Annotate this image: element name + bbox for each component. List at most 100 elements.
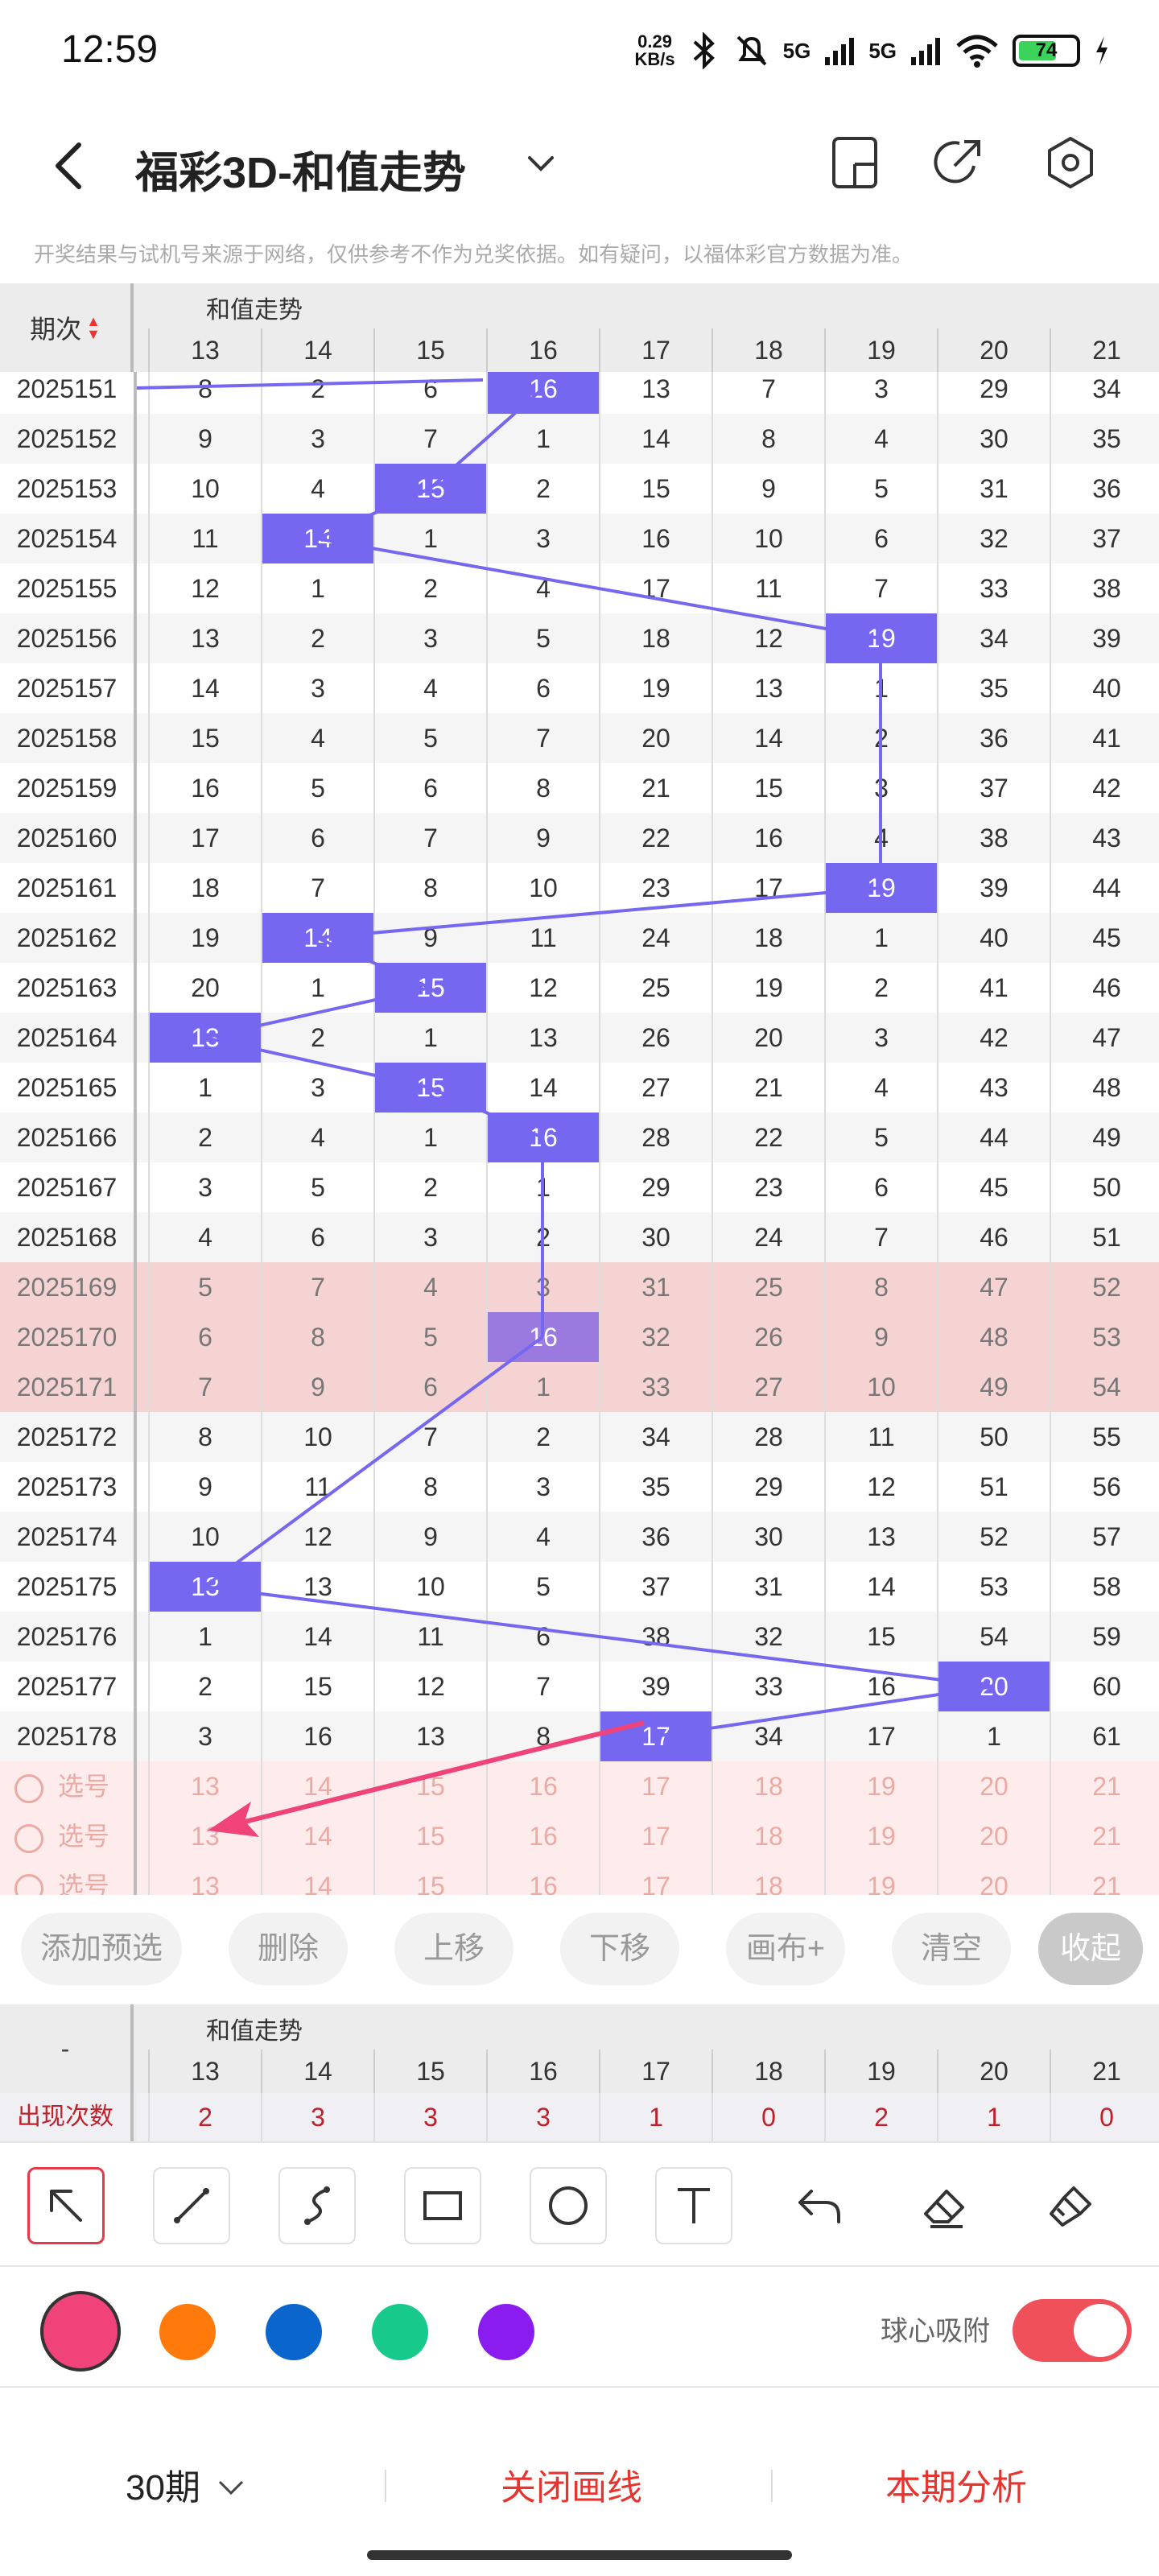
table-row[interactable]: 2025163 20 1 15 12 25 19 2 41 46 — [0, 963, 1159, 1013]
pick-row[interactable]: 选号 13 14 15 16 17 18 19 20 21 — [0, 1761, 1159, 1811]
column-header: 16 — [486, 328, 599, 372]
undo-button[interactable] — [781, 2167, 858, 2244]
pick-cell[interactable]: 19 — [824, 1761, 937, 1811]
pick-cell[interactable]: 19 — [824, 1861, 937, 1895]
pick-cell[interactable]: 20 — [937, 1861, 1050, 1895]
table-row[interactable]: 20251695743312584752 — [0, 1262, 1159, 1312]
color-swatch[interactable] — [478, 2304, 534, 2360]
table-row[interactable]: 2025175 13 13 10 5 37 31 14 53 58 — [0, 1562, 1159, 1612]
pick-cell[interactable]: 21 — [1050, 1861, 1159, 1895]
table-row[interactable]: 2025171 7 9 6 1 33 27 10 49 54 — [0, 1362, 1159, 1412]
table-row[interactable]: 202515714346191313540 — [0, 663, 1159, 713]
pick-cell[interactable]: 21 — [1050, 1761, 1159, 1811]
canvas-add-button[interactable]: 画布+ — [726, 1913, 845, 1985]
back-icon[interactable] — [45, 134, 93, 198]
pick-row-label[interactable]: 选号 — [0, 1811, 134, 1861]
table-row[interactable]: 20251611878102317193944 — [0, 863, 1159, 913]
periods-selector[interactable]: 30期 — [126, 2458, 247, 2510]
table-row[interactable]: 2025174 10 12 9 4 36 30 13 52 57 — [0, 1512, 1159, 1562]
table-cell: 26 — [599, 1013, 711, 1063]
pick-cell[interactable]: 20 — [937, 1761, 1050, 1811]
page-title[interactable]: 福彩3D-和值走势 — [135, 149, 467, 197]
table-row[interactable]: 202516624116282254449 — [0, 1113, 1159, 1162]
pick-cell[interactable]: 17 — [599, 1811, 711, 1861]
circle-tool-button[interactable] — [530, 2167, 607, 2244]
period-column-header[interactable]: 期次 ▲ ▼ — [0, 283, 134, 372]
table-row[interactable]: 2025172 8 10 7 2 34 28 11 50 55 — [0, 1412, 1159, 1462]
table-row[interactable]: 2025177 2 15 12 7 39 33 16 20 60 — [0, 1662, 1159, 1711]
clear-button[interactable]: 清空 — [892, 1913, 1011, 1985]
table-row[interactable]: 2025153 10 4 15 2 15 9 5 31 36 — [0, 464, 1159, 514]
table-row[interactable]: 202517068516322694853 — [0, 1312, 1159, 1362]
table-row[interactable]: 2025152 9 3 7 1 14 8 4 30 35 — [0, 414, 1159, 464]
text-tool-button[interactable] — [655, 2167, 732, 2244]
radio-icon[interactable] — [14, 1873, 43, 1895]
settings-icon[interactable] — [1040, 132, 1101, 193]
pick-cell[interactable]: 17 — [599, 1761, 711, 1811]
clear-brush-button[interactable] — [1032, 2167, 1109, 2244]
phone-split-icon[interactable] — [824, 132, 885, 193]
line-tool-button[interactable] — [153, 2167, 230, 2244]
move-up-button[interactable]: 上移 — [394, 1913, 514, 1985]
pick-cell[interactable]: 14 — [261, 1761, 373, 1811]
pick-cell[interactable]: 19 — [824, 1811, 937, 1861]
table-row[interactable]: 2025164 13 2 1 13 26 20 3 42 47 — [0, 1013, 1159, 1063]
curve-tool-button[interactable] — [278, 2167, 356, 2244]
pick-cell[interactable]: 16 — [486, 1861, 599, 1895]
home-indicator[interactable] — [367, 2550, 792, 2560]
table-row[interactable]: 202515815457201423641 — [0, 713, 1159, 763]
pick-cell[interactable]: 18 — [711, 1761, 824, 1811]
table-row[interactable]: 20251684632302474651 — [0, 1212, 1159, 1262]
delete-button[interactable]: 删除 — [229, 1913, 348, 1985]
pick-row-label[interactable]: 选号 — [0, 1861, 134, 1895]
table-row[interactable]: 2025176 1 14 11 6 38 32 15 54 59 — [0, 1612, 1159, 1662]
sort-icon[interactable]: ▲ ▼ — [86, 313, 101, 342]
period-analysis-button[interactable]: 本期分析 — [885, 2468, 1027, 2508]
pick-cell[interactable]: 13 — [148, 1861, 261, 1895]
add-preselect-button[interactable]: 添加预选 — [21, 1913, 182, 1985]
collapse-button[interactable]: 收起 — [1038, 1913, 1143, 1985]
rect-tool-button[interactable] — [404, 2167, 481, 2244]
eraser-button[interactable] — [906, 2167, 984, 2244]
radio-icon[interactable] — [14, 1773, 43, 1803]
pick-cell[interactable]: 16 — [486, 1811, 599, 1861]
pick-cell[interactable]: 14 — [261, 1861, 373, 1895]
table-cell: 13 — [261, 1562, 373, 1612]
pick-row[interactable]: 选号 13 14 15 16 17 18 19 20 21 — [0, 1861, 1159, 1895]
pick-cell[interactable]: 13 — [148, 1761, 261, 1811]
pick-row[interactable]: 选号 13 14 15 16 17 18 19 20 21 — [0, 1811, 1159, 1861]
pick-cell[interactable]: 18 — [711, 1861, 824, 1895]
snap-toggle[interactable] — [1013, 2299, 1132, 2362]
radio-icon[interactable] — [14, 1823, 43, 1853]
table-row[interactable]: 2025162 19 14 9 11 24 18 1 40 45 — [0, 913, 1159, 963]
color-swatch-selected[interactable] — [40, 2291, 121, 2372]
pick-cell[interactable]: 18 — [711, 1811, 824, 1861]
color-swatch[interactable] — [159, 2304, 216, 2360]
close-lines-button[interactable]: 关闭画线 — [501, 2468, 642, 2508]
occurrence-row — [137, 2093, 1159, 2141]
pick-cell[interactable]: 17 — [599, 1861, 711, 1895]
pick-cell[interactable]: 15 — [373, 1861, 486, 1895]
table-cell: 5 — [824, 1113, 937, 1162]
pick-cell[interactable]: 16 — [486, 1761, 599, 1811]
color-swatch[interactable] — [372, 2304, 428, 2360]
pick-cell[interactable]: 21 — [1050, 1811, 1159, 1861]
arrow-tool-button[interactable] — [27, 2167, 105, 2244]
pick-cell[interactable]: 15 — [373, 1811, 486, 1861]
table-row[interactable]: 20251673521292364550 — [0, 1162, 1159, 1212]
move-down-button[interactable]: 下移 — [560, 1913, 679, 1985]
share-icon[interactable] — [927, 132, 988, 193]
summary-column-header: 13 — [148, 2050, 261, 2093]
chevron-down-icon[interactable] — [522, 143, 560, 182]
table-row[interactable]: 202515916568211533742 — [0, 763, 1159, 813]
pick-row-label[interactable]: 选号 — [0, 1761, 134, 1811]
annotation-arrow-line[interactable] — [221, 1720, 645, 1830]
period-cell: 2025155 — [16, 574, 118, 603]
pick-cell[interactable]: 20 — [937, 1811, 1050, 1861]
table-cell: 8 — [486, 1711, 599, 1761]
color-swatch[interactable] — [266, 2304, 322, 2360]
table-row[interactable]: 202516017679221643843 — [0, 813, 1159, 863]
pick-cell[interactable]: 14 — [261, 1811, 373, 1861]
table-row[interactable]: 2025173 9 11 8 3 35 29 12 51 56 — [0, 1462, 1159, 1512]
table-row[interactable]: 2025156132351812193439 — [0, 613, 1159, 663]
